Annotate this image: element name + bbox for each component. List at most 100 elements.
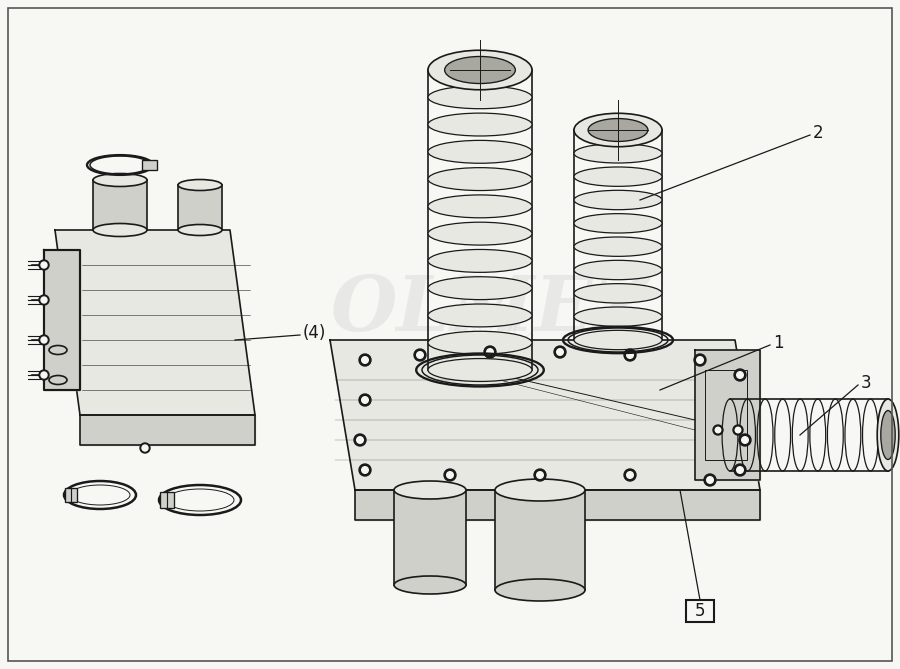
Bar [178, 185, 222, 230]
Ellipse shape [881, 411, 896, 460]
Ellipse shape [93, 173, 147, 187]
Bar [93, 180, 147, 230]
Ellipse shape [49, 375, 67, 385]
Circle shape [41, 262, 47, 268]
Ellipse shape [178, 225, 222, 235]
Circle shape [716, 427, 721, 433]
Circle shape [554, 346, 566, 358]
Text: 2: 2 [813, 124, 824, 142]
Circle shape [39, 370, 49, 380]
Text: 1: 1 [773, 334, 784, 352]
Text: OLMEZ: OLMEZ [330, 273, 650, 347]
Ellipse shape [428, 50, 532, 90]
Circle shape [359, 354, 371, 366]
Circle shape [739, 434, 751, 446]
Circle shape [734, 464, 746, 476]
Circle shape [414, 349, 426, 361]
Ellipse shape [878, 399, 899, 471]
Ellipse shape [574, 284, 662, 303]
Circle shape [446, 472, 454, 478]
Circle shape [41, 372, 47, 378]
Circle shape [706, 477, 714, 483]
Polygon shape [80, 415, 255, 445]
Ellipse shape [428, 331, 532, 354]
Circle shape [704, 474, 716, 486]
Circle shape [39, 295, 49, 305]
Bar [495, 490, 585, 590]
Polygon shape [695, 350, 760, 480]
Polygon shape [330, 340, 760, 490]
Ellipse shape [428, 140, 532, 163]
Circle shape [362, 357, 368, 363]
Ellipse shape [574, 213, 662, 233]
Circle shape [626, 472, 634, 478]
Ellipse shape [574, 237, 662, 256]
Circle shape [41, 297, 47, 303]
Circle shape [484, 346, 496, 358]
Bar [686, 600, 714, 622]
Polygon shape [44, 250, 80, 390]
Circle shape [737, 372, 743, 378]
Circle shape [534, 469, 546, 481]
Ellipse shape [428, 195, 532, 218]
Bar [142, 160, 157, 170]
Ellipse shape [428, 359, 532, 381]
Circle shape [142, 445, 148, 451]
Circle shape [624, 469, 636, 481]
Ellipse shape [495, 579, 585, 601]
Circle shape [359, 394, 371, 406]
Circle shape [536, 472, 544, 478]
Ellipse shape [574, 260, 662, 280]
Ellipse shape [588, 118, 648, 141]
Circle shape [626, 352, 634, 359]
Ellipse shape [394, 481, 466, 499]
Ellipse shape [428, 59, 532, 82]
Ellipse shape [574, 307, 662, 326]
Circle shape [734, 369, 746, 381]
Ellipse shape [428, 304, 532, 327]
Circle shape [742, 437, 748, 444]
Bar [160, 492, 174, 508]
Ellipse shape [49, 345, 67, 355]
Circle shape [359, 464, 371, 476]
Circle shape [713, 425, 723, 435]
Polygon shape [355, 490, 760, 520]
Ellipse shape [574, 190, 662, 209]
Ellipse shape [428, 277, 532, 300]
Circle shape [733, 425, 743, 435]
Circle shape [694, 354, 706, 366]
Ellipse shape [93, 223, 147, 237]
Circle shape [354, 434, 366, 446]
Bar [394, 490, 466, 585]
Text: 5: 5 [695, 602, 706, 620]
Ellipse shape [178, 179, 222, 191]
Ellipse shape [428, 113, 532, 136]
Circle shape [697, 357, 703, 363]
Bar [705, 370, 747, 460]
Ellipse shape [428, 86, 532, 109]
Circle shape [444, 469, 456, 481]
Circle shape [39, 335, 49, 345]
Ellipse shape [495, 479, 585, 501]
Ellipse shape [574, 144, 662, 163]
Circle shape [362, 397, 368, 403]
Ellipse shape [574, 330, 662, 350]
Circle shape [737, 467, 743, 473]
Ellipse shape [574, 113, 662, 147]
Circle shape [417, 352, 423, 359]
Circle shape [362, 467, 368, 473]
Circle shape [624, 349, 636, 361]
Ellipse shape [574, 167, 662, 187]
Ellipse shape [428, 168, 532, 191]
Ellipse shape [428, 250, 532, 272]
Bar [65, 488, 77, 502]
Ellipse shape [428, 222, 532, 245]
Circle shape [487, 349, 493, 355]
Circle shape [39, 260, 49, 270]
Ellipse shape [574, 120, 662, 140]
Text: 3: 3 [861, 374, 871, 392]
Circle shape [735, 427, 741, 433]
Circle shape [356, 437, 364, 444]
Text: (4): (4) [303, 324, 327, 342]
Circle shape [41, 337, 47, 343]
